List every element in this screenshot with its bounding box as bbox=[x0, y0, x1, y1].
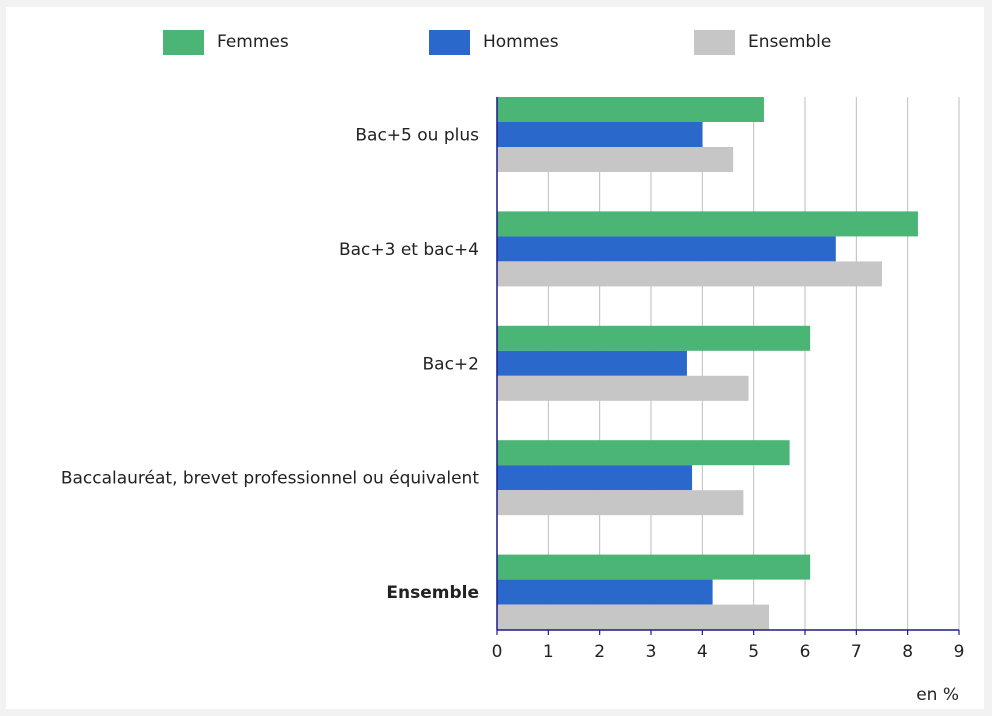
legend-label-ensemble: Ensemble bbox=[748, 32, 832, 52]
bar-femmes-bac-5-ou-plus bbox=[497, 97, 764, 122]
bar-ensemble-ensemble bbox=[497, 604, 770, 630]
bar-femmes-ensemble bbox=[497, 554, 811, 580]
legend-swatch-femmes bbox=[163, 29, 204, 55]
bar-ensemble-bac-5-ou-plus bbox=[497, 147, 734, 172]
legend-item-femmes: Femmes bbox=[163, 29, 289, 55]
legend-swatch-ensemble bbox=[694, 29, 735, 55]
bar-ensemble-bac-3-et-bac-4 bbox=[497, 261, 882, 287]
bar-femmes-baccalaureat-brevet-professionnel-ou-equivalent bbox=[497, 440, 790, 466]
x-tick-label-3: 3 bbox=[646, 642, 657, 662]
x-tick-label-0: 0 bbox=[492, 642, 503, 662]
bar-femmes-bac-2 bbox=[497, 325, 811, 351]
legend: Femmes Hommes Ensemble bbox=[0, 0, 992, 80]
unit-label: en % bbox=[916, 685, 959, 705]
x-tick-label-8: 8 bbox=[902, 642, 913, 662]
x-tick-label-1: 1 bbox=[543, 642, 554, 662]
category-label-bac-5-ou-plus: Bac+5 ou plus bbox=[355, 126, 479, 146]
chart-card bbox=[6, 7, 984, 709]
category-label-bac-3-et-bac-4: Bac+3 et bac+4 bbox=[339, 240, 479, 260]
legend-label-femmes: Femmes bbox=[217, 32, 289, 52]
category-label-baccalaureat-brevet-professionnel-ou-equivalent: Baccalauréat, brevet professionnel ou éq… bbox=[61, 469, 480, 489]
x-tick-label-2: 2 bbox=[594, 642, 605, 662]
x-tick-label-5: 5 bbox=[748, 642, 759, 662]
x-tick-label-9: 9 bbox=[954, 642, 965, 662]
bar-hommes-bac-2 bbox=[497, 350, 687, 376]
bar-hommes-bac-5-ou-plus bbox=[497, 122, 703, 147]
bar-ensemble-baccalaureat-brevet-professionnel-ou-equivalent bbox=[497, 490, 744, 516]
x-tick-label-4: 4 bbox=[697, 642, 708, 662]
x-tick-label-7: 7 bbox=[851, 642, 862, 662]
legend-label-hommes: Hommes bbox=[483, 32, 559, 52]
category-label-ensemble: Ensemble bbox=[386, 583, 479, 603]
legend-item-hommes: Hommes bbox=[429, 29, 559, 55]
bar-ensemble-bac-2 bbox=[497, 375, 749, 401]
category-label-bac-2: Bac+2 bbox=[423, 354, 480, 374]
bar-femmes-bac-3-et-bac-4 bbox=[497, 211, 918, 237]
legend-item-ensemble: Ensemble bbox=[694, 29, 831, 55]
legend-swatch-hommes bbox=[429, 29, 470, 55]
x-tick-label-6: 6 bbox=[800, 642, 811, 662]
bar-hommes-bac-3-et-bac-4 bbox=[497, 236, 836, 262]
bar-hommes-ensemble bbox=[497, 579, 713, 605]
bar-hommes-baccalaureat-brevet-professionnel-ou-equivalent bbox=[497, 465, 693, 491]
